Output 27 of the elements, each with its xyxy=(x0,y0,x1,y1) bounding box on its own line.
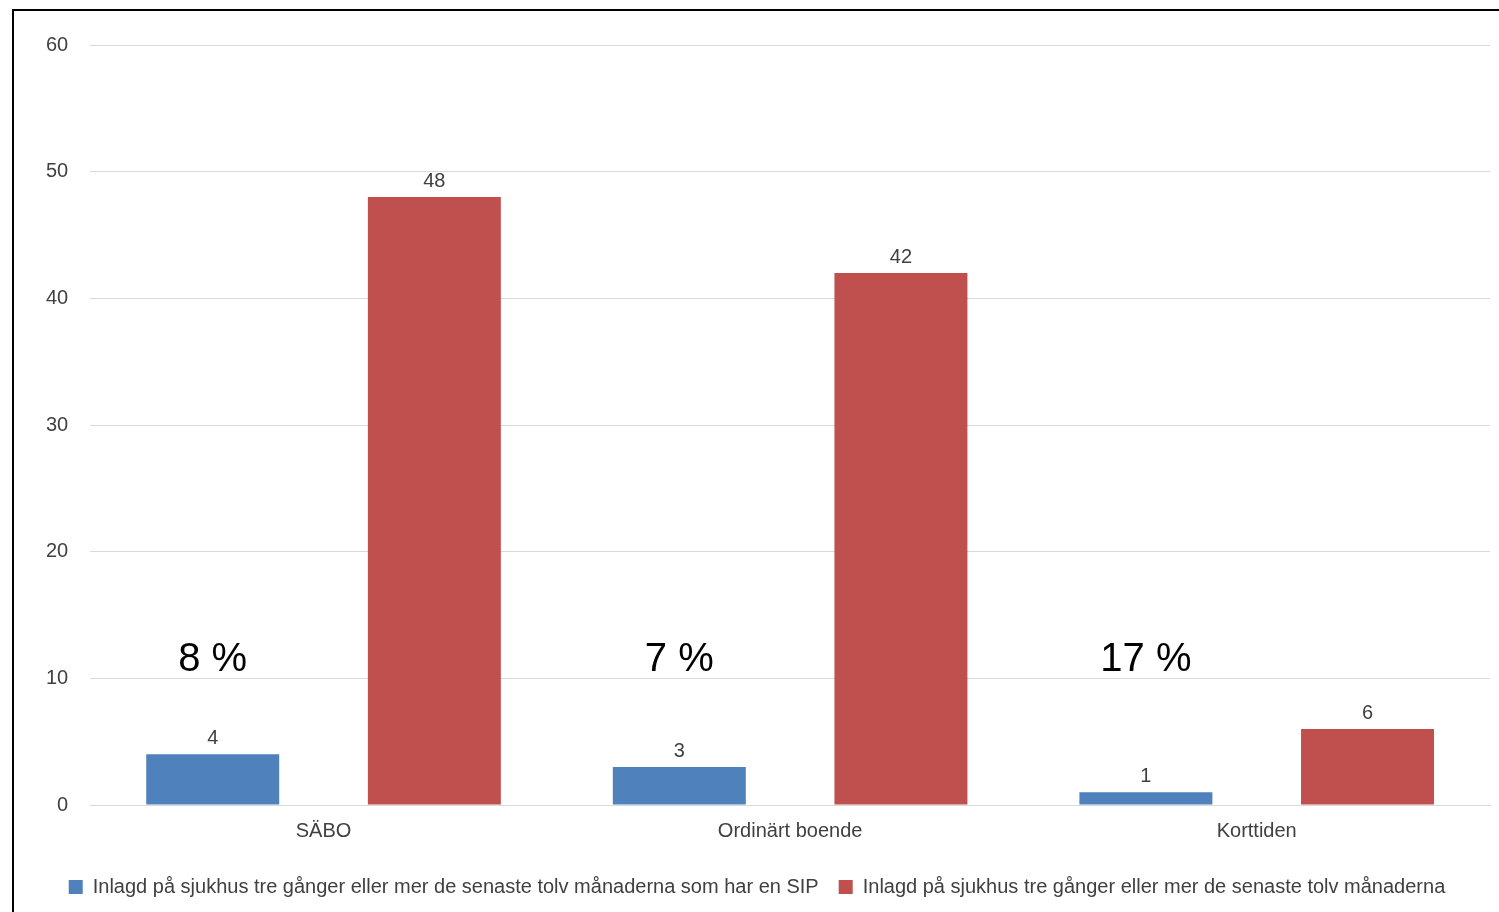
bar xyxy=(612,767,746,805)
y-tick-label: 10 xyxy=(46,665,69,688)
bar xyxy=(834,273,968,805)
x-tick-label: Ordinärt boende xyxy=(717,818,863,841)
x-tick-label: SÄBO xyxy=(295,818,352,841)
y-tick-label: 50 xyxy=(46,159,69,182)
y-tick-label: 30 xyxy=(46,412,69,435)
y-tick-label: 60 xyxy=(46,32,69,55)
legend-label: Inlagd på sjukhus tre gånger eller mer de senaste tolv månaderna xyxy=(862,874,1447,897)
data-label: 4 xyxy=(207,725,219,748)
annotation: 17 % xyxy=(1100,634,1192,679)
data-label: 3 xyxy=(673,738,685,761)
data-label: 48 xyxy=(423,168,446,191)
annotation: 8 % xyxy=(178,634,248,679)
data-label: 1 xyxy=(1140,763,1152,786)
bar xyxy=(146,754,280,805)
x-tick-label: Korttiden xyxy=(1216,818,1297,841)
annotation: 7 % xyxy=(644,634,714,679)
legend-label: Inlagd på sjukhus tre gånger eller mer de senaste tolv månaderna som har en SIP xyxy=(92,874,819,897)
y-tick-label: 0 xyxy=(57,792,69,815)
data-label: 42 xyxy=(889,244,913,267)
bar xyxy=(1079,792,1213,805)
y-tick-label: 20 xyxy=(46,539,69,562)
bar xyxy=(1301,729,1435,805)
data-label: 6 xyxy=(1361,700,1374,723)
bar xyxy=(367,197,501,805)
y-tick-label: 40 xyxy=(46,285,69,308)
